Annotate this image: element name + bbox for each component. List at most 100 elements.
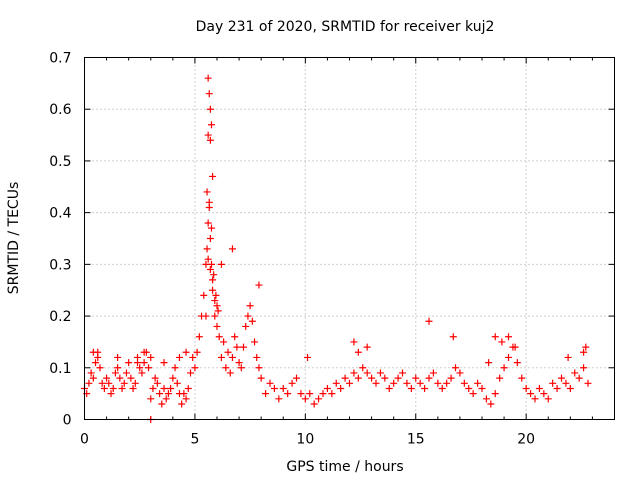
data-point [584,379,592,387]
data-point [270,384,278,392]
chart-title: Day 231 of 2020, SRMTID for receiver kuj… [196,19,495,35]
data-point [485,359,493,367]
data-point [209,286,217,294]
data-point [582,343,590,351]
data-point [187,369,194,377]
y-tick-labels: 0 0.1 0.2 0.3 0.4 0.5 0.6 0.7 [49,51,71,429]
data-point [173,379,181,387]
data-point [240,343,247,351]
data-point [474,379,482,387]
data-point [171,364,179,372]
y-tick-label: 0.3 [49,257,71,273]
data-point [167,384,175,392]
x-tick-label: 10 [296,432,314,448]
data-point [138,369,146,377]
data-point [487,400,495,408]
data-point [217,260,225,268]
data-point [354,374,362,382]
data-point [98,379,106,387]
data-point [214,307,222,315]
y-tick-label: 0.4 [49,206,71,222]
data-point [205,203,213,211]
data-point [262,390,270,398]
data-point [87,369,95,377]
data-point [491,390,499,398]
data-point [306,390,314,398]
data-point [575,374,583,382]
data-point [425,374,433,382]
data-point [180,390,188,398]
data-point [109,384,117,392]
data-point [244,312,252,320]
data-point [217,353,225,361]
data-point [566,384,574,392]
data-point [206,266,214,274]
data-point [522,384,530,392]
data-point [443,379,451,387]
data-point [580,348,588,356]
data-point [156,390,164,398]
data-point [103,374,111,382]
x-tick-label: 20 [517,432,535,448]
data-point [246,302,254,310]
data-point [147,353,155,361]
data-point [275,395,283,403]
data-point [175,353,183,361]
data-point [248,317,256,325]
data-point [279,384,287,392]
data-point [390,379,398,387]
data-point [368,374,376,382]
data-point [220,338,228,346]
data-point [160,359,168,367]
data-point [134,359,141,367]
x-tick-label: 15 [407,432,425,448]
y-tick-label: 0.6 [49,102,71,118]
data-point [255,364,263,372]
data-point [237,364,245,372]
data-point [193,348,201,356]
y-tick-label: 0.1 [49,361,71,377]
data-point [535,384,543,392]
data-point [184,384,192,392]
data-point [204,131,212,139]
data-point [549,379,557,387]
data-point [540,390,548,398]
data-point [235,359,243,367]
data-point [251,338,259,346]
data-point [319,390,327,398]
data-point [332,379,340,387]
data-point [213,322,221,330]
data-point [131,379,139,387]
data-point [206,235,214,242]
data-point [114,353,122,361]
data-point [207,224,215,232]
data-point [376,369,384,377]
data-point [210,271,218,279]
data-point [231,333,239,341]
data-point [558,374,565,382]
data-point [469,390,477,398]
data-point [425,317,433,325]
data-point [500,364,508,372]
data-point [456,369,464,377]
data-point [412,374,420,382]
data-point [381,374,389,382]
data-point [449,333,457,341]
data-point [284,390,292,398]
data-point [211,312,219,320]
data-point [531,395,539,403]
data-points [81,74,592,423]
data-point [255,281,263,289]
data-point [337,384,345,392]
data-point [527,390,535,398]
data-point [350,338,358,346]
data-point [89,348,97,356]
data-point [359,364,367,372]
data-point [513,359,521,367]
data-point [105,379,113,387]
data-point [213,302,221,310]
data-point [505,353,512,361]
data-point [204,255,212,263]
data-point [205,90,213,98]
data-point [204,74,212,82]
